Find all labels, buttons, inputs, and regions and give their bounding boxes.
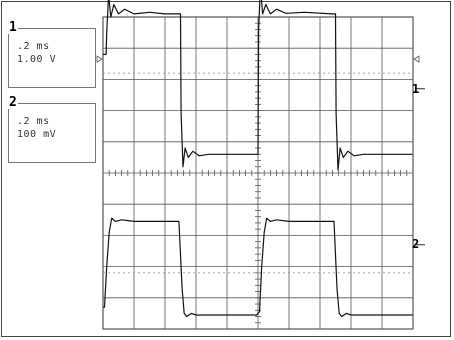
trigger-level-marker-right — [413, 55, 420, 63]
channel-1-settings-box: 1 .2 ms 1.00 V — [8, 21, 96, 88]
scope-frame — [1, 1, 451, 337]
channel-1-id: 1 — [8, 20, 18, 35]
reference-markers — [96, 55, 425, 274]
channel-1-volt-div: 1.00 V — [17, 54, 57, 65]
channel-1-trace — [103, 0, 413, 171]
channel-1-time-div: .2 ms — [17, 41, 50, 52]
trigger-level-marker-left — [96, 55, 103, 63]
channel-2-trace — [103, 217, 413, 318]
channel-2-trace-marker: 2 — [412, 237, 419, 251]
traces — [103, 0, 413, 318]
channel-2-settings-box: 2 .2 ms 100 mV — [8, 96, 96, 163]
channel-1-trace-marker: 1 — [412, 82, 419, 96]
channel-2-volt-div: 100 mV — [17, 129, 57, 140]
channel-2-id: 2 — [8, 95, 18, 110]
channel-2-time-div: .2 ms — [17, 116, 50, 127]
